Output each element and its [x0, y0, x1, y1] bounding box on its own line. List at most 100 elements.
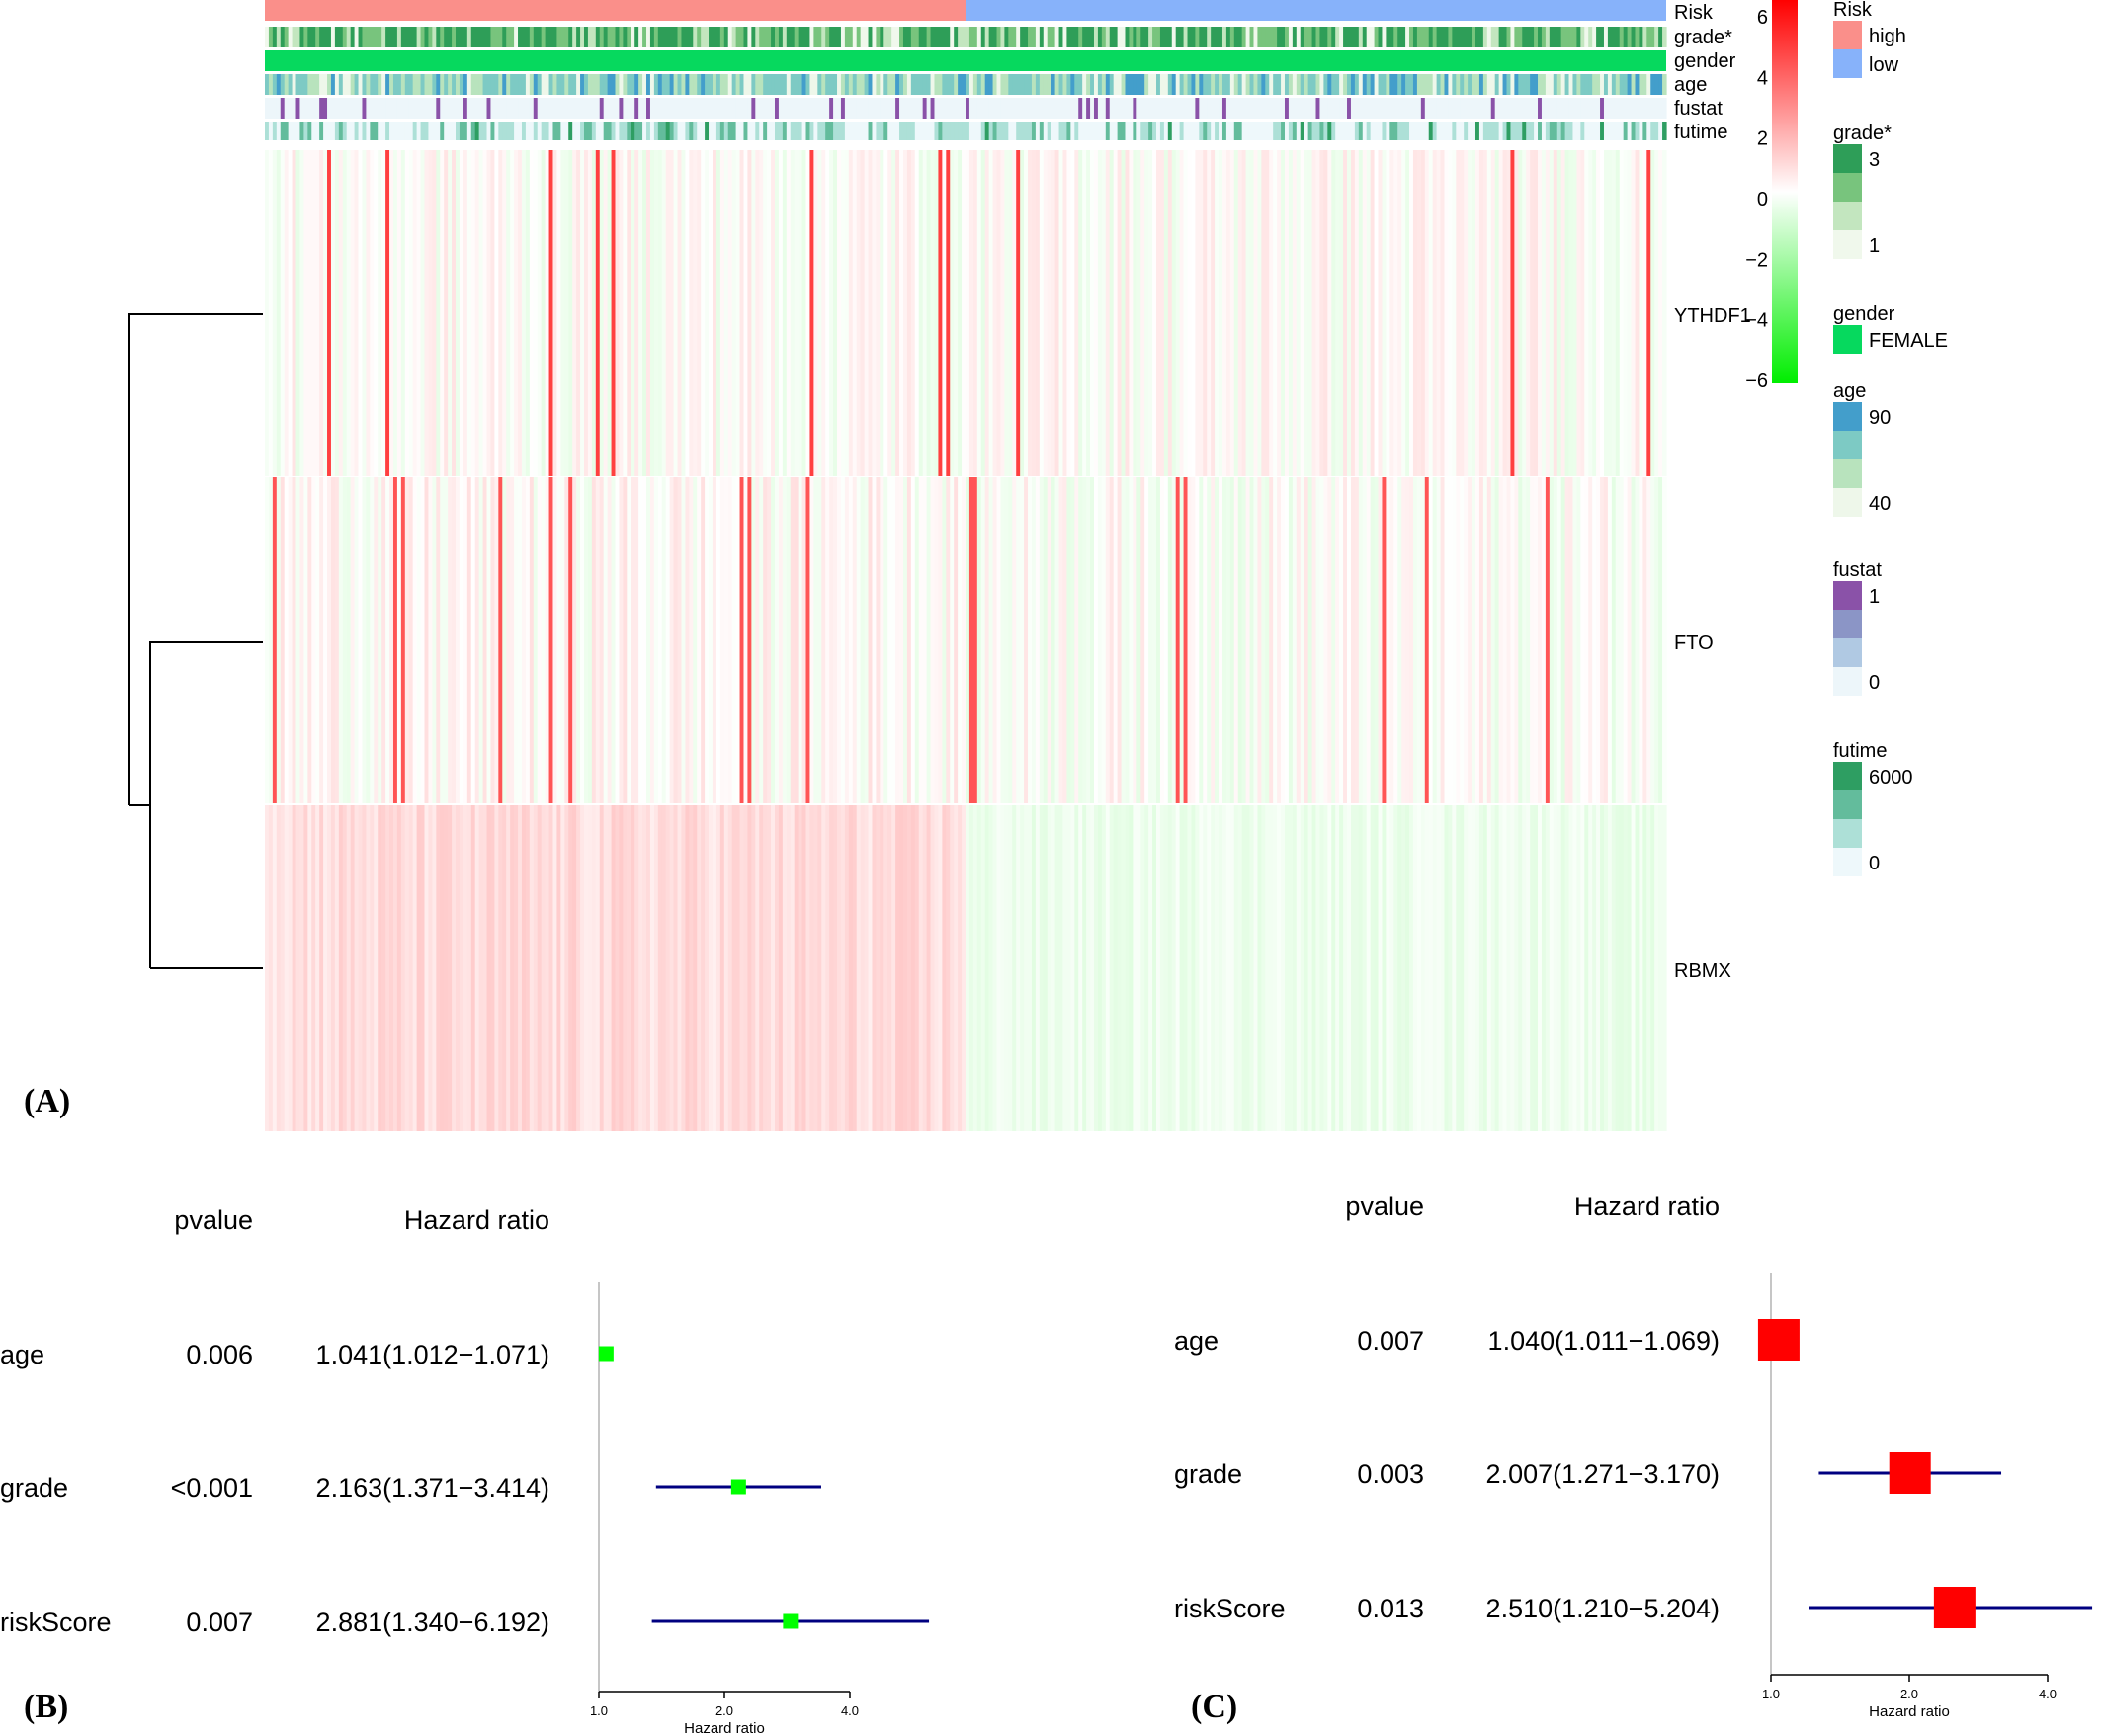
grade-cell	[918, 27, 924, 47]
heatmap-cell	[1522, 150, 1527, 476]
heatmap-cell	[595, 477, 601, 803]
heatmap-cell	[525, 477, 531, 803]
futime-cell	[1545, 122, 1551, 140]
fustat-cell	[1627, 98, 1633, 119]
fustat-cell	[1444, 98, 1450, 119]
grade-cell	[876, 27, 881, 47]
futime-cell	[1319, 122, 1324, 140]
heatmap-cell	[1534, 150, 1539, 476]
grade-cell	[572, 27, 577, 47]
heatmap-cell	[1339, 805, 1344, 1131]
heatmap-cell	[396, 150, 402, 476]
fustat-cell	[615, 98, 621, 119]
fustat-cell	[1603, 98, 1609, 119]
dendrogram	[128, 313, 263, 969]
heatmap-cell	[782, 477, 788, 803]
heatmap-cell	[1199, 150, 1204, 476]
futime-cell	[673, 122, 679, 140]
fustat-cell	[739, 98, 745, 119]
heatmap-cell	[887, 805, 892, 1131]
grade-cell	[603, 27, 609, 47]
grade-cell	[685, 27, 690, 47]
age-cell	[739, 74, 745, 95]
futime-cell	[731, 122, 737, 140]
grade-cell	[1386, 27, 1390, 47]
fustat-cell	[1623, 98, 1629, 119]
heatmap-cell	[1600, 805, 1605, 1131]
heatmap-cell	[697, 150, 702, 476]
heatmap-cell	[1187, 477, 1193, 803]
grade-cell	[292, 27, 297, 47]
futime-cell	[1541, 122, 1547, 140]
futime-cell	[1596, 122, 1601, 140]
age-cell	[677, 74, 683, 95]
grade-cell	[1109, 27, 1115, 47]
fustat-cell	[1020, 98, 1025, 119]
heatmap-cell	[1556, 477, 1562, 803]
age-cell	[966, 74, 970, 95]
heatmap-cell	[478, 805, 484, 1131]
heatmap-cell	[759, 150, 764, 476]
heatmap-cell	[1133, 477, 1137, 803]
futime-cell	[1284, 122, 1290, 140]
grade-cell	[416, 27, 422, 47]
fustat-cell	[1296, 98, 1302, 119]
heatmap-cell	[583, 150, 589, 476]
futime-cell	[1623, 122, 1629, 140]
grade-cell	[1215, 27, 1220, 47]
heatmap-cell	[385, 805, 390, 1131]
grade-cell	[1062, 27, 1068, 47]
heatmap-cell	[1284, 477, 1290, 803]
futime-cell	[284, 122, 290, 140]
heatmap-cell	[751, 150, 756, 476]
heatmap-cell	[1125, 150, 1131, 476]
heatmap-cell	[1199, 477, 1204, 803]
heatmap-cell	[1584, 805, 1589, 1131]
futime-cell	[1195, 122, 1200, 140]
x-tick-label: 1.0	[590, 1703, 608, 1718]
heatmap-cell	[1086, 805, 1091, 1131]
grade-cell	[389, 27, 394, 47]
heatmap-cell	[292, 805, 297, 1131]
fustat-cell	[392, 98, 398, 119]
heatmap-cell	[299, 477, 304, 803]
heatmap-cell	[976, 477, 982, 803]
age-cell	[510, 74, 515, 95]
fustat-cell	[731, 98, 737, 119]
heatmap-cell	[1097, 805, 1103, 1131]
heatmap-cell	[638, 477, 643, 803]
futime-cell	[1241, 122, 1247, 140]
heatmap-cell	[1319, 150, 1324, 476]
grade-cell	[1482, 27, 1488, 47]
heatmap-cell	[774, 150, 780, 476]
fustat-cell	[1225, 98, 1231, 119]
age-cell	[1082, 74, 1087, 95]
futime-cell	[292, 122, 297, 140]
futime-cell	[1031, 122, 1037, 140]
heatmap-cell	[307, 805, 312, 1131]
futime-cell	[323, 122, 328, 140]
futime-cell	[755, 122, 760, 140]
heatmap-cell	[420, 805, 426, 1131]
heatmap-cell	[478, 477, 484, 803]
age-cell	[798, 74, 803, 95]
grade-cell	[631, 27, 635, 47]
fustat-cell	[295, 98, 301, 119]
heatmap-cell	[798, 477, 803, 803]
heatmap-cell	[1603, 805, 1609, 1131]
grade-cell	[1428, 27, 1434, 47]
grade-cell	[1393, 27, 1398, 47]
fustat-cell	[1195, 98, 1200, 119]
heatmap-cell	[1596, 150, 1601, 476]
futime-cell	[798, 122, 803, 140]
heatmap-cell	[1623, 805, 1629, 1131]
age-cell	[1199, 74, 1204, 95]
age-cell	[268, 74, 274, 95]
grade-cell	[1658, 27, 1663, 47]
fustat-cell	[1646, 98, 1651, 119]
grade-cell	[817, 27, 822, 47]
grade-cell	[1101, 27, 1107, 47]
futime-cell	[299, 122, 304, 140]
heatmap-cell	[950, 150, 955, 476]
grade-cell	[1253, 27, 1259, 47]
